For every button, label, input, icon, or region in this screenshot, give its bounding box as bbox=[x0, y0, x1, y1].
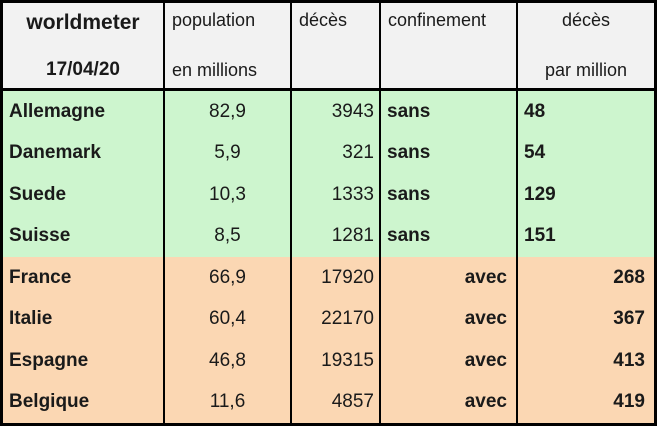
cell-deces-par-million: 48 bbox=[524, 100, 546, 122]
cell-deces: 17920 bbox=[292, 257, 381, 299]
table-header-row: worldmeter 17/04/20 population en millio… bbox=[3, 3, 654, 91]
cell-deces: 19315 bbox=[292, 340, 381, 382]
header-cell-confinement: confinement bbox=[381, 3, 518, 88]
cell-deces: 1281 bbox=[292, 215, 381, 257]
cell-deces: 22170 bbox=[292, 298, 381, 340]
cell-country: Suede bbox=[3, 174, 165, 216]
cell-deces-par-million: 268 bbox=[613, 266, 645, 288]
cell-confinement: sans bbox=[381, 91, 518, 133]
cell-confinement: sans bbox=[381, 215, 518, 257]
cell-population: 82,9 bbox=[165, 91, 292, 133]
table-row-suede: Suede 10,3 1333 sans 129 bbox=[3, 174, 654, 216]
header-deces-line1: décès bbox=[299, 10, 348, 30]
cell-country: Belgique bbox=[3, 381, 165, 423]
cell-confinement: avec bbox=[381, 257, 518, 299]
cell-country: Italie bbox=[3, 298, 165, 340]
header-confinement-line1: confinement bbox=[388, 10, 487, 30]
cell-population: 8,5 bbox=[165, 215, 292, 257]
cell-deces: 1333 bbox=[292, 174, 381, 216]
table-row-espagne: Espagne 46,8 19315 avec 413 bbox=[3, 340, 654, 382]
header-population-line2: en millions bbox=[172, 60, 258, 81]
cell-deces: 321 bbox=[292, 132, 381, 174]
cell-deces: 3943 bbox=[292, 91, 381, 133]
table-title: worldmeter bbox=[26, 11, 140, 34]
cell-population: 5,9 bbox=[165, 132, 292, 174]
table-row-italie: Italie 60,4 22170 avec 367 bbox=[3, 298, 654, 340]
cell-deces: 4857 bbox=[292, 381, 381, 423]
header-deces-par-million-line2: par million bbox=[544, 60, 628, 81]
cell-country: France bbox=[3, 257, 165, 299]
cell-confinement: sans bbox=[381, 132, 518, 174]
cell-population: 60,4 bbox=[165, 298, 292, 340]
header-cell-title: worldmeter 17/04/20 bbox=[3, 3, 165, 88]
header-cell-deces: décès bbox=[292, 3, 381, 88]
cell-population: 46,8 bbox=[165, 340, 292, 382]
cell-confinement: avec bbox=[381, 340, 518, 382]
cell-deces-par-million: 129 bbox=[524, 183, 556, 205]
cell-country: Suisse bbox=[3, 215, 165, 257]
table-date: 17/04/20 bbox=[46, 59, 120, 81]
cell-population: 11,6 bbox=[165, 381, 292, 423]
table-row-belgique: Belgique 11,6 4857 avec 419 bbox=[3, 381, 654, 423]
table-body: Allemagne 82,9 3943 sans 48 Danemark 5,9… bbox=[3, 91, 654, 423]
header-cell-deces-par-million: décès par million bbox=[518, 3, 654, 88]
cell-population: 66,9 bbox=[165, 257, 292, 299]
table-row-allemagne: Allemagne 82,9 3943 sans 48 bbox=[3, 91, 654, 133]
table-row-danemark: Danemark 5,9 321 sans 54 bbox=[3, 132, 654, 174]
cell-deces-par-million: 419 bbox=[613, 391, 645, 413]
cell-confinement: avec bbox=[381, 298, 518, 340]
cell-country: Danemark bbox=[3, 132, 165, 174]
cell-deces-par-million: 413 bbox=[613, 349, 645, 371]
cell-deces-par-million: 151 bbox=[524, 225, 556, 247]
header-population-line1: population bbox=[172, 10, 256, 30]
cell-deces-par-million: 54 bbox=[524, 142, 546, 164]
table-row-suisse: Suisse 8,5 1281 sans 151 bbox=[3, 215, 654, 257]
cell-deces-par-million: 367 bbox=[613, 308, 645, 330]
cell-country: Allemagne bbox=[3, 91, 165, 133]
header-deces-par-million-line1: décès bbox=[561, 10, 611, 30]
cell-confinement: avec bbox=[381, 381, 518, 423]
header-cell-population: population en millions bbox=[165, 3, 292, 88]
table-row-france: France 66,9 17920 avec 268 bbox=[3, 257, 654, 299]
cell-confinement: sans bbox=[381, 174, 518, 216]
cell-population: 10,3 bbox=[165, 174, 292, 216]
cell-country: Espagne bbox=[3, 340, 165, 382]
